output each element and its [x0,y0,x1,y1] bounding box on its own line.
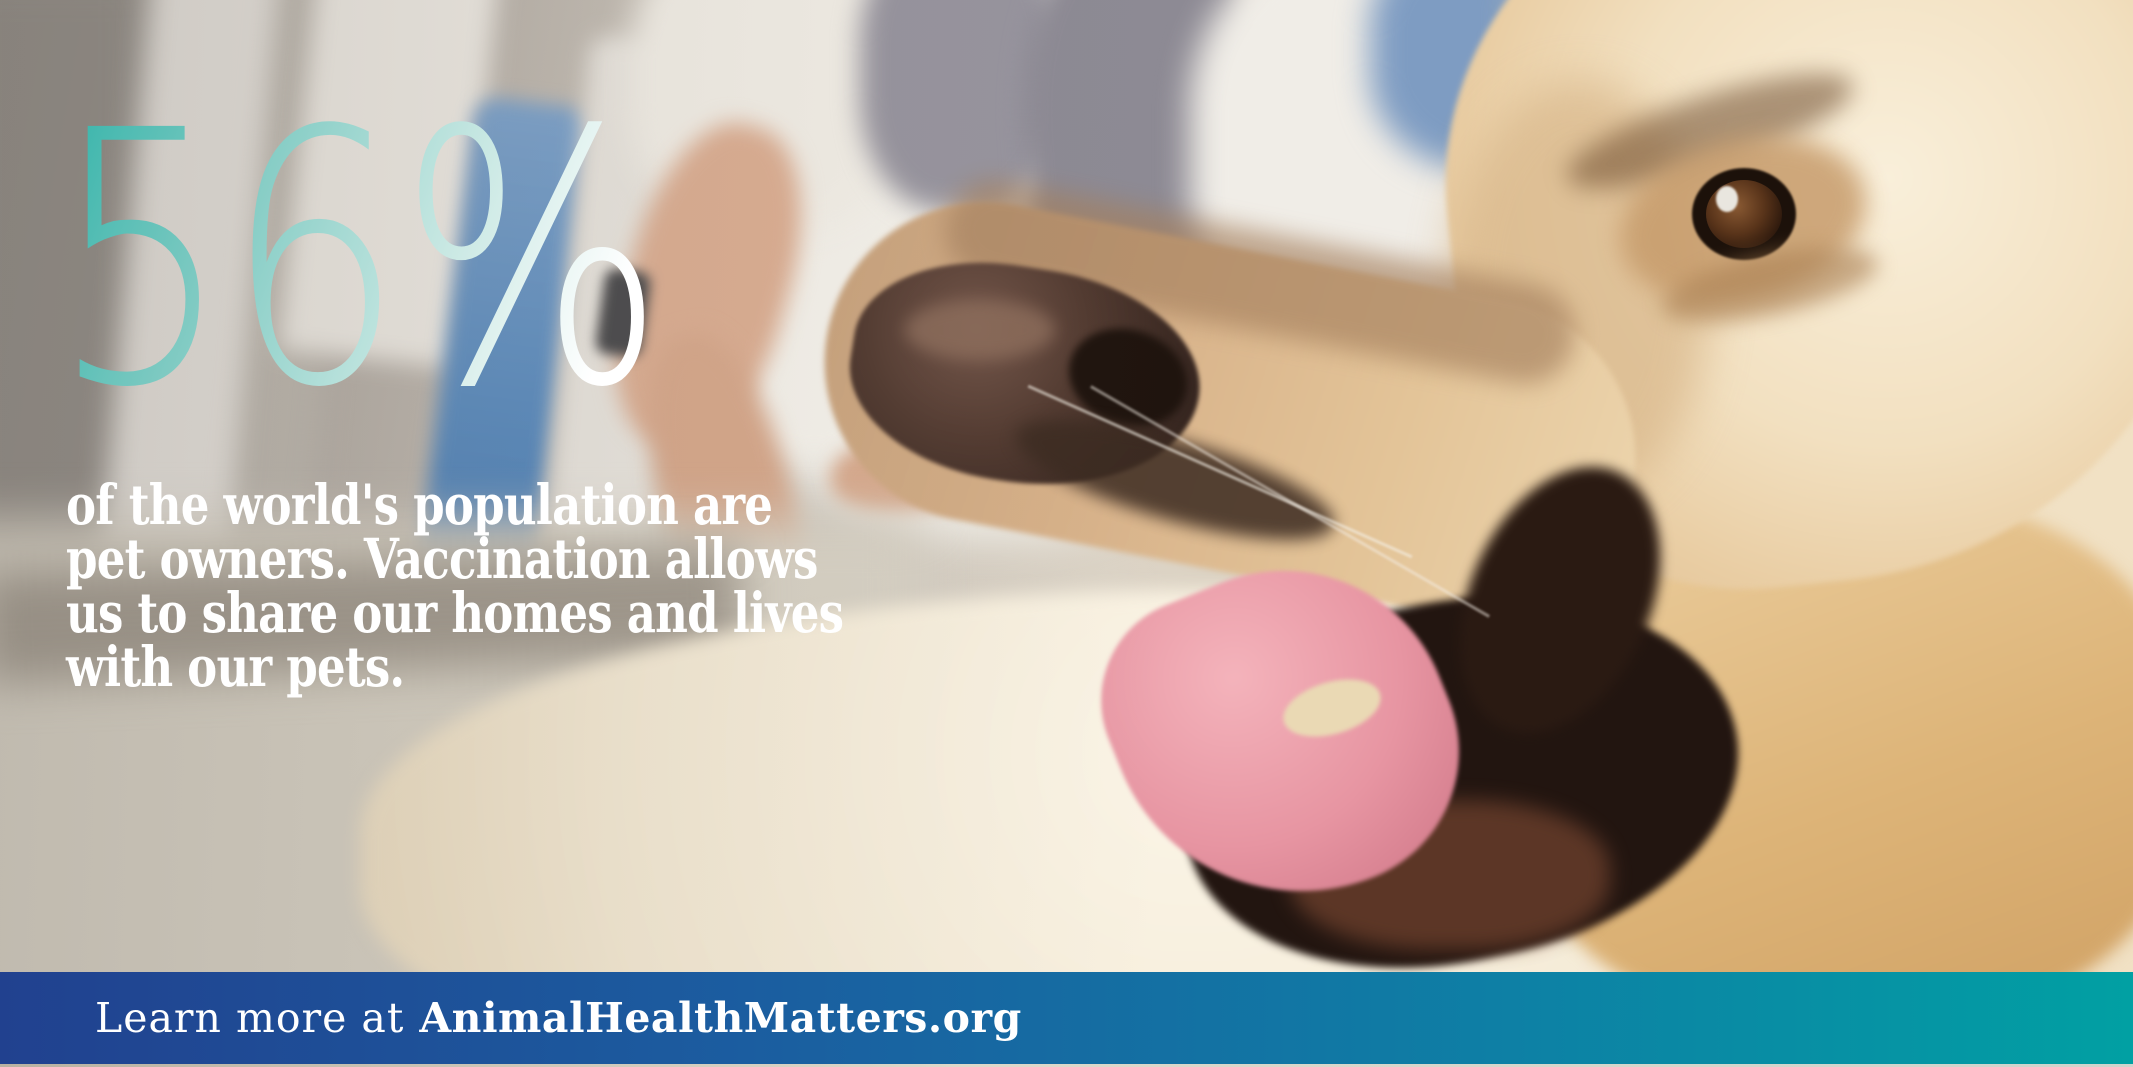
stat-description-line-2: pet owners. Vaccination allows [66,526,818,591]
stat-description-line-3: us to share our homes and lives [66,580,844,645]
footer-bar: Learn more at AnimalHealthMatters.org [0,972,2133,1064]
photo-dog-eye-highlight [1716,186,1738,212]
stat-description-line-4: with our pets. [66,634,405,699]
footer-prefix-text: Learn more at [95,994,405,1042]
stat-percentage: 56% [52,56,665,464]
stat-description: of the world's population are pet owners… [66,472,844,699]
photo-dog-nose-highlight [905,300,1055,360]
stat-description-line-1: of the world's population are [66,472,773,537]
bottom-edge-line [0,1064,2133,1067]
footer-site-url: AnimalHealthMatters.org [419,994,1022,1042]
